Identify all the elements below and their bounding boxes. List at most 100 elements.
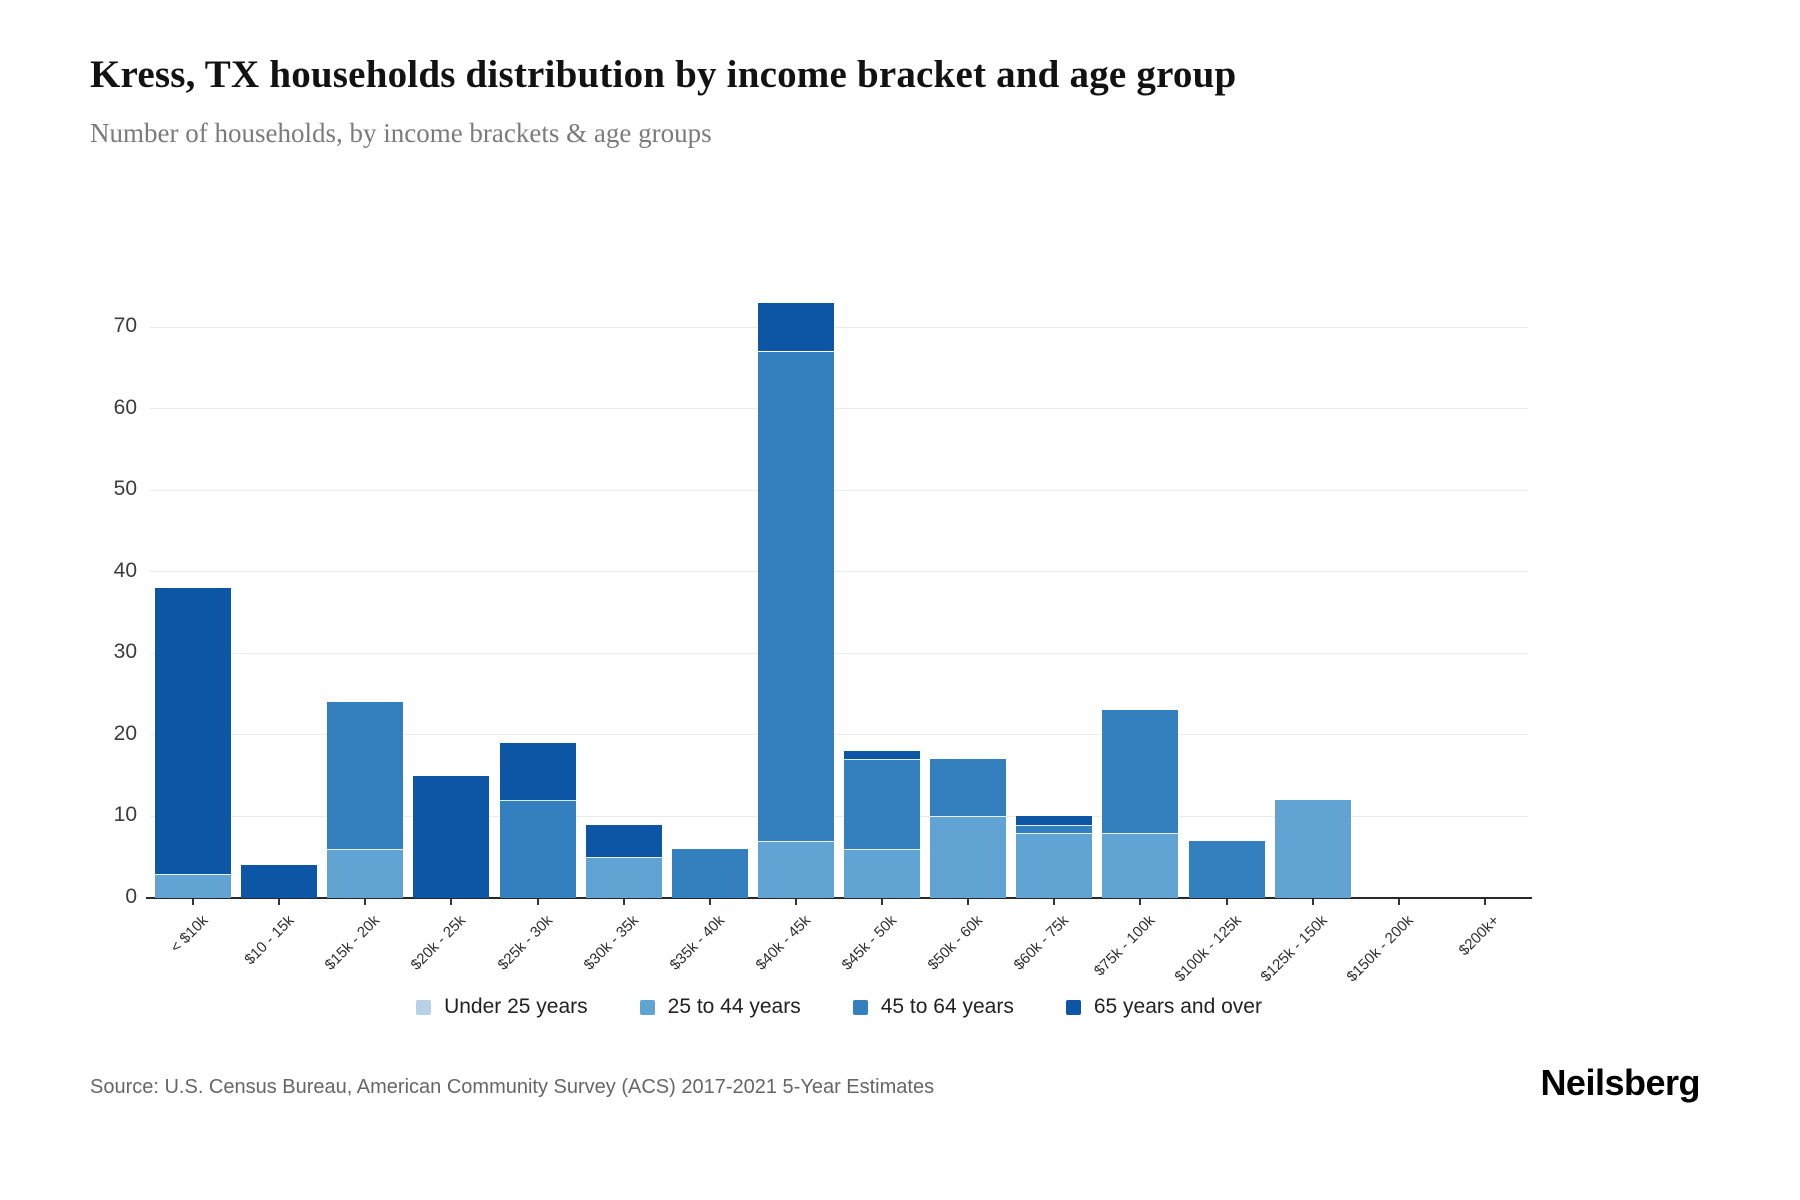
bar-segment[interactable]: [1102, 710, 1179, 833]
x-axis-tick: [536, 899, 539, 905]
y-axis-tick-label: 20: [113, 721, 137, 745]
gridline: [150, 652, 1528, 654]
bar-segment[interactable]: [1016, 832, 1093, 898]
bar-segment[interactable]: [671, 849, 748, 898]
bar-segment[interactable]: [1188, 840, 1265, 898]
x-axis-tick-label: $45k - 50k: [838, 912, 901, 974]
bar-segment[interactable]: [499, 743, 576, 801]
gridline: [150, 815, 1528, 817]
x-axis-tick: [794, 899, 797, 905]
x-axis-tick: [967, 899, 970, 905]
x-axis-tick: [278, 899, 281, 905]
bar-segment[interactable]: [155, 588, 232, 874]
bar-segment[interactable]: [1102, 832, 1179, 898]
bar-12: [1102, 710, 1179, 898]
y-axis-tick-label: 10: [113, 803, 137, 827]
x-axis-tick-label: $25k - 30k: [494, 912, 556, 974]
bar-segment[interactable]: [844, 751, 921, 760]
bar-segment[interactable]: [844, 849, 921, 898]
chart-title: Kress, TX households distribution by inc…: [90, 53, 1237, 96]
y-axis-tick-label: 40: [113, 558, 137, 582]
legend-swatch-icon: [639, 999, 655, 1015]
bar-segment[interactable]: [241, 865, 318, 898]
bar-7: [671, 849, 748, 898]
bar-3: [327, 702, 404, 898]
x-axis-tick-label: $75k - 100k: [1091, 912, 1159, 980]
bar-segment[interactable]: [757, 840, 834, 898]
x-axis-tick-label: $60k - 75k: [1010, 912, 1073, 974]
bar-segment[interactable]: [155, 873, 232, 898]
bar-segment[interactable]: [1016, 824, 1093, 833]
x-axis-tick: [1483, 899, 1486, 905]
legend-swatch-icon: [852, 999, 868, 1015]
legend-item[interactable]: 65 years and over: [1065, 995, 1262, 1019]
x-axis-tick-label: $20k - 25k: [407, 912, 470, 974]
legend-swatch-icon: [416, 999, 432, 1015]
y-axis-tick-label: 70: [113, 314, 137, 337]
legend-item[interactable]: Under 25 years: [416, 995, 588, 1019]
gridline: [150, 571, 1528, 573]
legend-label: Under 25 years: [444, 995, 588, 1018]
x-axis-tick: [622, 899, 625, 905]
x-axis-tick: [1311, 899, 1314, 905]
bar-segment[interactable]: [585, 857, 662, 898]
gridline: [150, 734, 1528, 736]
y-axis-tick-label: 30: [113, 640, 137, 664]
plot-area: [146, 270, 1532, 905]
chart-legend: Under 25 years 25 to 44 years 45 to 64 yea…: [150, 995, 1528, 1019]
bar-segment[interactable]: [757, 302, 834, 352]
x-axis-tick: [1139, 899, 1142, 905]
bar-segment[interactable]: [930, 759, 1007, 817]
legend-label: 65 years and over: [1093, 995, 1262, 1018]
bar-10: [930, 759, 1007, 898]
x-axis-tick: [1225, 899, 1228, 905]
x-axis-tick-label: $30k - 35k: [580, 912, 642, 974]
bar-segment[interactable]: [499, 800, 576, 898]
x-axis-tick-label: $200k+: [1455, 912, 1503, 960]
bar-segment[interactable]: [930, 816, 1007, 898]
x-axis-tick: [1397, 899, 1400, 905]
bar-segment[interactable]: [844, 759, 921, 850]
x-axis-tick-label: $150k - 200k: [1343, 912, 1417, 986]
bar-1: [155, 588, 232, 898]
x-axis-tick-label: $10 - 15k: [240, 912, 298, 969]
x-axis-tick-label: < $10k: [166, 912, 212, 957]
legend-label: 45 to 64 years: [880, 995, 1014, 1018]
x-axis-tick: [364, 899, 367, 905]
bar-14: [1274, 800, 1351, 898]
bar-8: [757, 302, 834, 898]
y-axis-tick-label: 60: [113, 395, 137, 419]
bar-6: [585, 824, 662, 898]
gridline: [150, 326, 1528, 328]
y-axis-tick-label: 50: [113, 477, 137, 501]
x-axis-tick: [881, 899, 884, 905]
y-axis-tick-label: 0: [125, 885, 137, 908]
bar-segment[interactable]: [327, 702, 404, 850]
x-axis-tick-label: $35k - 40k: [666, 912, 728, 974]
bar-segment[interactable]: [1274, 800, 1351, 898]
legend-swatch-icon: [1065, 999, 1081, 1015]
bar-segment[interactable]: [1016, 816, 1093, 825]
x-axis-line: [146, 897, 1532, 899]
x-axis-tick: [1053, 899, 1056, 905]
bar-segment[interactable]: [757, 351, 834, 841]
bar-segment[interactable]: [585, 824, 662, 858]
gridline: [150, 408, 1528, 410]
x-axis-tick-label: $50k - 60k: [924, 912, 987, 974]
bar-segment[interactable]: [413, 775, 490, 898]
legend-label: 25 to 44 years: [667, 995, 801, 1018]
chart-subtitle: Number of households, by income brackets…: [90, 118, 712, 148]
x-axis-tick-label: $40k - 45k: [752, 912, 814, 974]
legend-item[interactable]: 45 to 64 years: [852, 995, 1014, 1019]
legend-item[interactable]: 25 to 44 years: [639, 995, 801, 1019]
bar-4: [413, 775, 490, 898]
x-axis-tick: [192, 899, 195, 905]
x-axis-tick: [450, 899, 453, 905]
bar-segment[interactable]: [327, 849, 404, 898]
x-axis-tick-label: $125k - 150k: [1257, 912, 1331, 986]
bar-11: [1016, 816, 1093, 898]
bar-5: [499, 743, 576, 898]
source-note: Source: U.S. Census Bureau, American Com…: [90, 1076, 935, 1098]
neilsberg-logo: Neilsberg: [1540, 1062, 1700, 1103]
x-axis-tick-label: $15k - 20k: [321, 912, 384, 974]
